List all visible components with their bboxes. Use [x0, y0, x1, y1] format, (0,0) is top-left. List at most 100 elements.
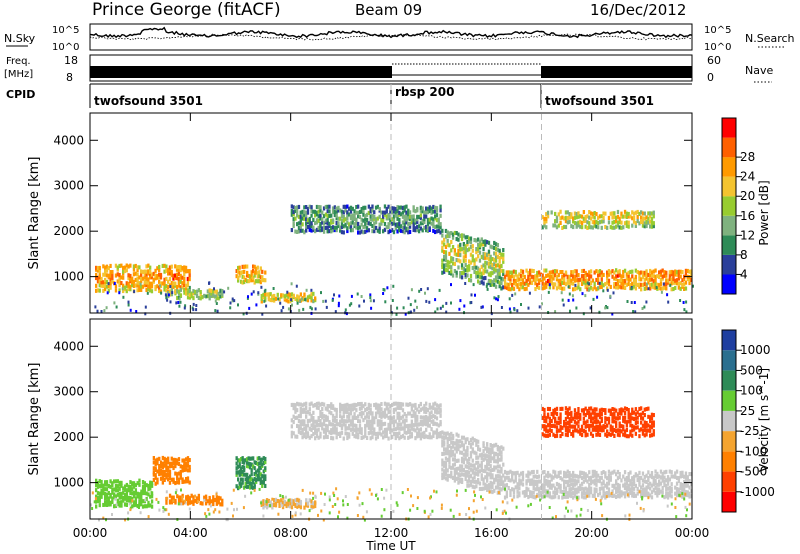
power-cell	[319, 216, 322, 221]
velocity-cell	[100, 479, 103, 484]
velocity-cell	[541, 490, 544, 495]
velocity-cell	[197, 493, 201, 498]
velocity-cell	[457, 480, 460, 485]
power-cell	[654, 282, 657, 287]
time-x-axis: 00:00 04:00 08:00 12:00 16:00 20:00 00:00	[73, 113, 709, 540]
power-cell	[448, 265, 451, 270]
velocity-cell	[446, 451, 449, 456]
power-noise-cell	[441, 304, 444, 308]
power-cell	[237, 278, 240, 283]
velocity-cell	[632, 474, 636, 479]
power-cell	[441, 262, 444, 267]
velocity-cell	[141, 487, 145, 492]
velocity-cell	[290, 424, 294, 429]
power-cell	[138, 275, 141, 280]
velocity-cell	[134, 502, 138, 507]
velocity-cell	[486, 454, 489, 459]
velocity-cell	[674, 474, 677, 479]
power-cell	[473, 238, 476, 243]
velocity-cell	[98, 479, 101, 484]
velocity-cell	[340, 419, 344, 424]
velocity-cell	[400, 426, 403, 431]
power-cell	[172, 284, 175, 289]
velocity-cell	[369, 430, 372, 435]
velocity-cell	[677, 476, 681, 481]
velocity-cell	[591, 479, 595, 484]
power-cell	[616, 279, 620, 284]
velocity-cell	[529, 471, 532, 476]
power-cell	[264, 270, 267, 275]
power-cell	[523, 281, 526, 286]
power-cell	[348, 206, 351, 211]
power-cell	[303, 216, 306, 221]
power-cell	[271, 298, 274, 303]
velocity-cell	[417, 433, 421, 438]
velocity-cell	[104, 502, 107, 507]
power-cell	[566, 274, 569, 279]
power-cell	[464, 263, 467, 268]
power-cell	[516, 278, 519, 283]
velocity-cell	[253, 485, 256, 490]
power-cell	[136, 283, 139, 288]
velocity-cell	[416, 422, 419, 427]
velocity-cell	[247, 480, 250, 485]
velocity-cell	[410, 407, 414, 412]
velocity-noise-cell	[194, 494, 197, 498]
velocity-cell	[331, 427, 335, 432]
velocity-cell	[237, 464, 240, 469]
velocity-cell	[362, 418, 365, 423]
velocity-cell	[640, 406, 643, 411]
power-cell	[546, 273, 550, 278]
power-cell	[188, 292, 192, 297]
power-cell	[525, 281, 528, 286]
power-cell	[357, 226, 360, 231]
power-cell	[269, 298, 272, 303]
power-cell	[672, 287, 675, 292]
power-cell	[446, 242, 449, 247]
power-cell	[632, 280, 636, 285]
velocity-cell	[186, 498, 190, 503]
velocity-noise-cell	[688, 502, 691, 506]
power-cell	[444, 253, 448, 258]
power-noise-cell	[382, 292, 385, 295]
power-noise-cell	[300, 297, 303, 301]
velocity-cell	[557, 421, 560, 426]
power-cell	[394, 213, 397, 218]
velocity-cell	[262, 502, 265, 507]
velocity-cell	[647, 485, 650, 490]
velocity-cell	[150, 504, 154, 509]
velocity-cell	[580, 491, 584, 496]
velocity-cell	[339, 414, 342, 419]
velocity-cell	[600, 481, 603, 486]
power-noise-cell	[358, 304, 361, 308]
velocity-cell	[460, 477, 464, 482]
velocity-cell	[572, 424, 575, 429]
velocity-cell	[383, 427, 387, 432]
power-noise-cell	[592, 297, 595, 301]
power-cell	[312, 225, 315, 230]
velocity-cell	[588, 482, 591, 487]
velocity-cell	[546, 406, 550, 411]
velocity-cell	[365, 419, 369, 424]
power-noise-cell	[450, 283, 452, 287]
power-cell	[186, 288, 190, 293]
velocity-cell	[654, 474, 657, 479]
power-cell	[563, 224, 566, 229]
velocity-cell	[616, 486, 620, 491]
velocity-cell	[595, 470, 598, 475]
power-noise-cell	[560, 291, 563, 295]
velocity-cell	[252, 478, 255, 483]
power-cell	[620, 220, 623, 225]
velocity-cell	[598, 491, 602, 496]
velocity-cell	[491, 467, 494, 472]
velocity-cell	[273, 498, 276, 503]
velocity-cell	[331, 418, 335, 423]
velocity-cell	[615, 408, 618, 413]
velocity-noise-cell	[312, 496, 315, 500]
power-cell	[104, 265, 107, 270]
velocity-cell	[473, 485, 476, 490]
velocity-cell	[256, 462, 259, 467]
velocity-cell	[493, 467, 496, 472]
velocity-cell	[398, 431, 401, 436]
